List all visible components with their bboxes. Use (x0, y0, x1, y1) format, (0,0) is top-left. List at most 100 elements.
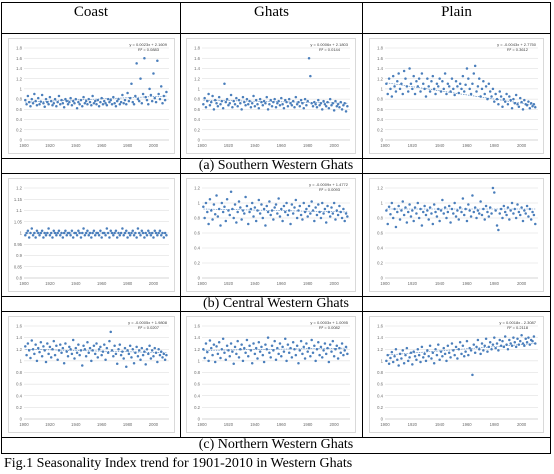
data-point (75, 107, 79, 110)
data-point (148, 344, 151, 348)
data-point (119, 100, 123, 104)
data-point (417, 216, 421, 220)
data-point (68, 100, 71, 104)
x-tick-label: 2000 (149, 281, 159, 286)
data-point (231, 106, 234, 109)
data-point (143, 56, 146, 60)
data-point (396, 79, 399, 83)
data-point (122, 357, 125, 360)
data-point (508, 218, 511, 221)
data-point (110, 102, 114, 106)
y-tick-label: 1.4 (194, 335, 200, 340)
data-point (280, 96, 283, 100)
y-tick-label: 0.2 (194, 261, 200, 266)
data-point (93, 352, 97, 356)
y-tick-label: 0.2 (16, 405, 22, 410)
data-point (281, 219, 284, 223)
data-point (387, 205, 391, 208)
data-point (281, 102, 284, 106)
data-point (202, 102, 205, 106)
data-point (159, 85, 163, 88)
data-point (87, 351, 90, 354)
data-point (233, 345, 237, 349)
data-point (475, 90, 478, 93)
data-point (150, 349, 154, 352)
data-point (435, 353, 439, 357)
data-point (46, 342, 49, 345)
trend-line (203, 347, 348, 351)
data-point (472, 72, 476, 75)
data-point (468, 209, 471, 212)
x-tick-label: 1900 (380, 143, 390, 148)
column-divider (362, 2, 363, 438)
data-point (121, 350, 124, 353)
data-point (82, 344, 85, 348)
data-point (228, 354, 231, 358)
data-point (495, 342, 499, 345)
data-point (261, 103, 265, 107)
data-point (327, 360, 331, 364)
data-point (432, 361, 436, 365)
data-point (96, 356, 100, 359)
data-point (394, 225, 398, 229)
data-point (506, 102, 510, 106)
data-point (405, 221, 409, 224)
data-point (103, 99, 106, 103)
data-point (332, 201, 336, 205)
data-point (286, 105, 290, 108)
x-tick-label: 1960 (97, 422, 107, 427)
data-point (430, 357, 433, 360)
data-point (24, 234, 27, 237)
data-point (508, 95, 511, 98)
data-point (269, 213, 272, 217)
data-point (130, 356, 133, 359)
data-point (340, 108, 344, 111)
data-point (86, 229, 89, 232)
data-point (420, 72, 424, 75)
data-point (121, 227, 124, 230)
data-point (87, 234, 90, 237)
y-tick-label: 0.4 (377, 246, 383, 251)
x-tick-label: 1960 (277, 422, 287, 427)
data-point (203, 356, 206, 360)
x-tick-label: 1920 (224, 281, 234, 286)
data-point (135, 62, 138, 65)
y-tick-label: 1.8 (377, 46, 383, 51)
y-tick-label: 1 (381, 201, 384, 206)
x-tick-label: 1980 (123, 281, 133, 286)
data-point (212, 108, 216, 111)
data-point (389, 213, 392, 216)
x-tick-label: 1960 (462, 422, 472, 427)
data-point (25, 102, 28, 106)
data-point (141, 92, 145, 96)
data-point (24, 98, 27, 102)
data-point (491, 186, 495, 190)
data-point (405, 346, 409, 350)
data-point (24, 345, 27, 348)
y-tick-label: 1.8 (194, 46, 200, 51)
data-point (309, 354, 312, 358)
data-point (249, 207, 253, 211)
data-point (264, 101, 267, 105)
data-point (277, 197, 280, 200)
y-tick-label: 0.8 (377, 97, 383, 102)
data-point (247, 102, 250, 106)
data-point (162, 352, 166, 356)
data-point (512, 336, 515, 339)
x-tick-label: 1940 (435, 422, 445, 427)
data-point (408, 67, 411, 70)
data-point (498, 212, 501, 215)
y-tick-label: 1.8 (16, 46, 22, 51)
data-point (227, 103, 230, 107)
data-point (322, 349, 325, 352)
data-point (346, 105, 349, 108)
data-point (298, 204, 302, 208)
data-point (284, 337, 287, 341)
x-tick-label: 1900 (380, 281, 390, 286)
data-point (321, 356, 324, 359)
data-point (81, 364, 84, 367)
data-point (523, 98, 526, 102)
r-squared: R² = 0.0207 (138, 325, 160, 330)
data-point (458, 206, 462, 209)
data-point (402, 361, 406, 365)
